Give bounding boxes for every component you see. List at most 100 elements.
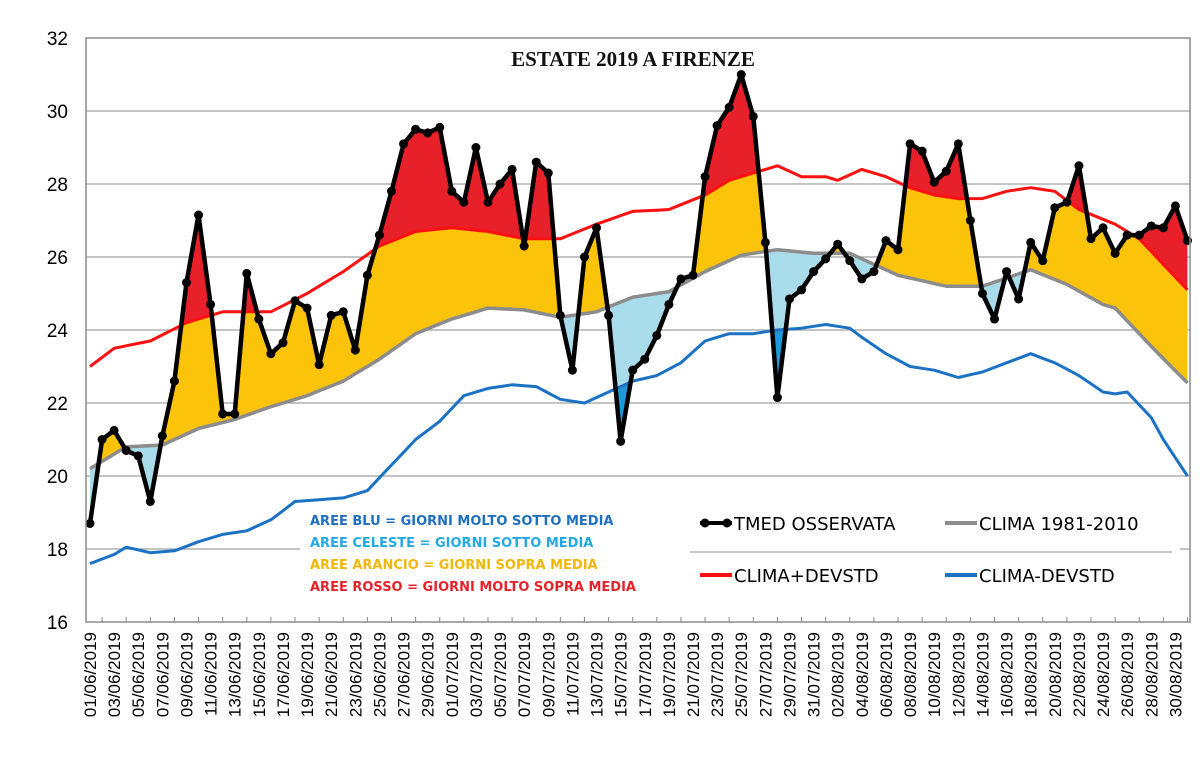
tmed-data-point <box>1134 230 1144 240</box>
tmed-data-point <box>531 157 541 167</box>
x-tick-label: 25/06/2019 <box>370 632 389 717</box>
x-tick-label: 30/08/2019 <box>1166 632 1185 717</box>
series-lines <box>85 70 1192 566</box>
tmed-data-point <box>1158 223 1168 233</box>
tmed-data-point <box>1002 267 1012 277</box>
tmed-data-point <box>1074 161 1084 171</box>
x-tick-label: 22/08/2019 <box>1070 632 1089 717</box>
tmed-data-point <box>411 124 421 134</box>
tmed-data-point <box>845 256 855 266</box>
tmed-data-point <box>628 365 638 375</box>
tmed-data-point <box>157 431 167 441</box>
tmed-data-point <box>194 210 204 220</box>
clima-plus-devstd-line <box>89 164 1189 368</box>
tmed-data-point <box>447 186 457 196</box>
x-tick-label: 21/07/2019 <box>684 632 703 717</box>
y-tick-label: 20 <box>47 467 68 488</box>
tmed-data-point <box>133 451 143 461</box>
tmed-data-point <box>736 70 746 79</box>
tmed-data-point <box>821 254 831 264</box>
x-tick-label: 09/06/2019 <box>177 632 196 717</box>
tmed-data-point <box>302 303 312 313</box>
tmed-data-point <box>676 274 686 284</box>
y-tick-label: 30 <box>47 102 68 123</box>
tmed-data-point <box>652 330 662 340</box>
tmed-data-point <box>1098 223 1108 233</box>
y-tick-label: 28 <box>47 175 68 196</box>
x-tick-label: 05/07/2019 <box>491 632 510 717</box>
tmed-data-point <box>555 310 565 320</box>
tmed-data-point <box>592 223 602 233</box>
tmed-data-point <box>109 425 119 435</box>
x-tick-label: 18/08/2019 <box>1022 632 1041 717</box>
x-tick-label: 27/06/2019 <box>395 632 414 717</box>
tmed-data-point <box>604 310 614 320</box>
x-tick-label: 17/07/2019 <box>636 632 655 717</box>
x-tick-label: 07/06/2019 <box>153 632 172 717</box>
x-tick-label: 07/07/2019 <box>515 632 534 717</box>
x-tick-label: 26/08/2019 <box>1118 632 1137 717</box>
legend-marker <box>722 518 732 528</box>
tmed-data-point <box>483 197 493 207</box>
x-tick-label: 08/08/2019 <box>901 632 920 717</box>
tmed-data-point <box>290 296 300 306</box>
x-tick-label: 19/07/2019 <box>660 632 679 717</box>
tmed-data-point <box>965 216 975 225</box>
area-color-notes: AREE BLU = GIORNI MOLTO SOTTO MEDIA AREE … <box>300 505 1180 605</box>
tmed-data-point <box>917 146 927 156</box>
x-tick-label: 01/07/2019 <box>443 632 462 717</box>
tmed-data-point <box>471 143 481 152</box>
tmed-data-point <box>893 245 903 255</box>
tmed-data-point <box>1038 256 1048 266</box>
tmed-data-point <box>1122 230 1132 240</box>
tmed-data-point <box>784 294 794 304</box>
x-tick-label: 15/07/2019 <box>612 632 631 717</box>
tmed-data-point <box>990 314 999 324</box>
tmed-data-point <box>616 436 626 446</box>
x-tick-label: 10/08/2019 <box>925 632 944 717</box>
x-tick-label: 02/08/2019 <box>829 632 848 717</box>
tmed-data-point <box>1170 201 1180 211</box>
tmed-data-point <box>374 230 384 240</box>
tmed-data-point <box>266 349 276 359</box>
tmed-data-point <box>977 289 987 298</box>
tmed-data-point <box>567 365 577 375</box>
tmed-data-point <box>1014 294 1024 304</box>
tmed-data-point <box>435 122 445 132</box>
tmed-data-point <box>857 274 867 284</box>
tmed-data-point <box>206 299 216 309</box>
tmed-data-point <box>748 111 758 121</box>
legend-background <box>300 505 1180 605</box>
x-tick-label: 28/08/2019 <box>1142 632 1161 717</box>
y-tick-label: 26 <box>47 248 68 269</box>
x-tick-label: 21/06/2019 <box>322 632 341 717</box>
y-tick-label: 18 <box>47 540 68 561</box>
tmed-data-point <box>772 393 782 403</box>
x-tick-label: 06/08/2019 <box>877 632 896 717</box>
tmed-data-point <box>121 445 131 455</box>
tmed-data-point <box>350 345 360 355</box>
x-tick-label: 25/07/2019 <box>732 632 751 717</box>
x-tick-label: 31/07/2019 <box>805 632 824 717</box>
y-tick-label: 32 <box>47 29 68 50</box>
x-tick-label: 23/07/2019 <box>708 632 727 717</box>
tmed-data-point <box>314 360 324 370</box>
tmed-data-point <box>664 299 674 309</box>
tmed-data-point <box>797 285 807 295</box>
x-tick-label: 23/06/2019 <box>346 632 365 717</box>
tmed-data-point <box>929 177 939 187</box>
x-tick-label: 17/06/2019 <box>274 632 293 717</box>
tmed-data-point <box>278 338 288 348</box>
tmed-data-point <box>869 267 879 277</box>
tmed-data-point <box>85 518 95 528</box>
tmed-data-point <box>423 128 433 138</box>
plot-frame <box>85 37 1191 623</box>
tmed-data-point <box>387 186 396 196</box>
legend: TMED OSSERVATA CLIMA 1981-2010 CLIMA+DEVST… <box>700 514 1139 587</box>
x-tick-label: 13/06/2019 <box>226 632 245 717</box>
tmed-data-point <box>145 497 155 507</box>
tmed-data-point <box>1050 203 1060 213</box>
y-tick-label: 22 <box>47 394 68 415</box>
x-tick-label: 12/08/2019 <box>949 632 968 717</box>
legend-marker <box>700 518 710 528</box>
